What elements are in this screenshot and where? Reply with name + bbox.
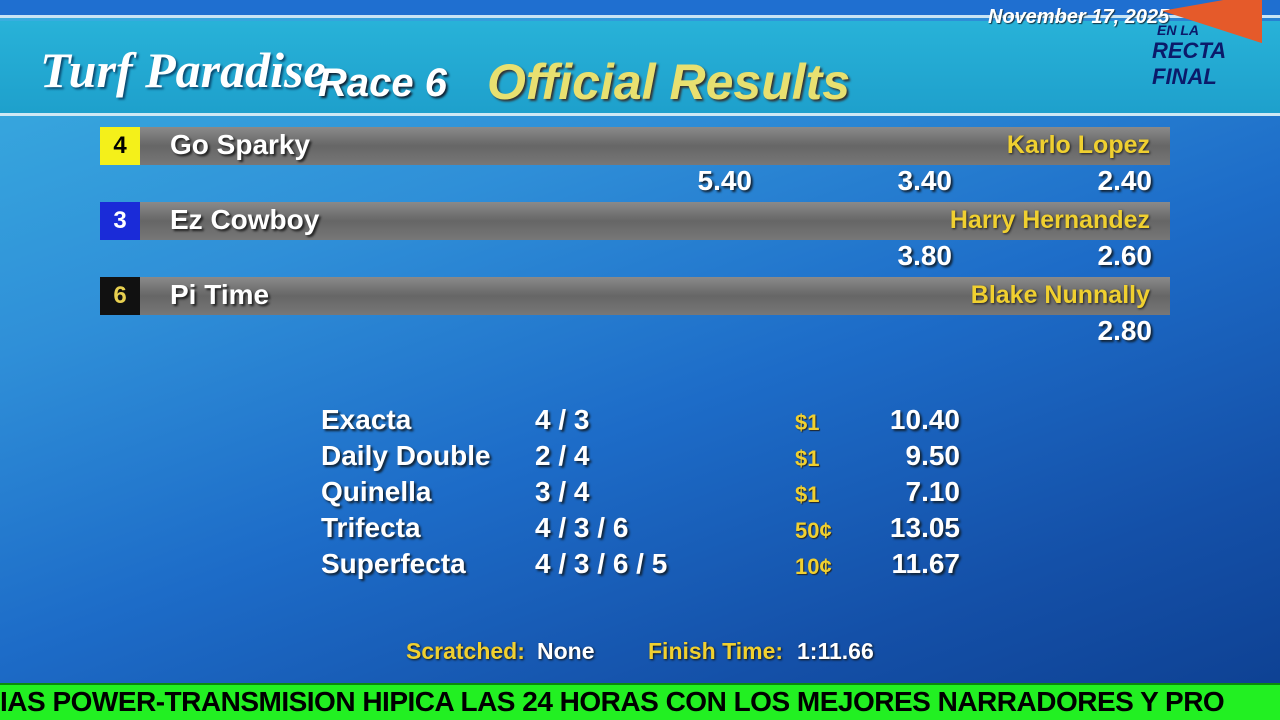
scratched-label: Scratched: (406, 638, 525, 664)
post-position: 6 (100, 277, 140, 315)
track-logo: Turf Paradise (40, 42, 326, 98)
horse-name: Pi Time (170, 279, 270, 310)
wager-base: 10¢ (795, 554, 832, 579)
wager-base: $1 (795, 410, 820, 435)
post-position: 4 (100, 127, 140, 165)
wager-name: Exacta (321, 404, 412, 435)
jockey-name: Harry Hernandez (949, 206, 1150, 234)
jockey-name: Karlo Lopez (1006, 131, 1150, 159)
wager-combo: 4 / 3 / 6 / 5 (535, 548, 668, 579)
horse-name: Ez Cowboy (170, 204, 320, 235)
finisher-row: 4 Go Sparky Karlo Lopez (100, 127, 1170, 165)
jockey-name: Blake Nunnally (970, 281, 1150, 309)
header: Turf Paradise Race 6 Official Results (0, 21, 1280, 116)
race-number: Race 6 (318, 61, 447, 105)
wager-base: 50¢ (795, 518, 832, 543)
news-ticker: IAS POWER-TRANSMISION HIPICA LAS 24 HORA… (0, 683, 1280, 720)
wager-combo: 3 / 4 (535, 476, 590, 507)
wager-payout: 7.10 (905, 476, 961, 507)
horse-name: Go Sparky (170, 129, 311, 160)
wager-name: Superfecta (321, 548, 466, 579)
wager-base: $1 (795, 482, 820, 507)
wager-combo: 2 / 4 (535, 440, 590, 471)
wager-payout: 11.67 (891, 548, 960, 579)
post-position: 3 (100, 202, 140, 240)
brand-text-bottom: RECTA FINAL (1152, 38, 1226, 89)
page-title: Official Results (487, 54, 851, 110)
wager-combo: 4 / 3 / 6 (535, 512, 629, 543)
finish-time-value: 1:11.66 (797, 638, 874, 664)
finish-time-label: Finish Time: (648, 638, 784, 664)
race-date: November 17, 2025 (988, 6, 1170, 28)
wager-payout: 9.50 (905, 440, 961, 471)
win-payout: 5.40 (697, 165, 753, 196)
place-payout: 3.40 (897, 165, 953, 196)
finisher-row: 6 Pi Time Blake Nunnally (100, 277, 1170, 315)
brand-logo: EN LA RECTA FINAL (1152, 0, 1267, 90)
top-bar (0, 0, 1280, 18)
show-payout: 2.60 (1097, 240, 1153, 271)
scratched-value: None (537, 638, 595, 664)
wager-name: Daily Double (321, 440, 491, 471)
wager-name: Trifecta (321, 512, 421, 543)
wager-payout: 10.40 (889, 404, 960, 435)
wager-name: Quinella (321, 476, 432, 507)
finisher-row: 3 Ez Cowboy Harry Hernandez (100, 202, 1170, 240)
wager-combo: 4 / 3 (535, 404, 590, 435)
show-payout: 2.40 (1097, 165, 1153, 196)
show-payout: 2.80 (1097, 315, 1153, 346)
wager-payout: 13.05 (889, 512, 960, 543)
brand-text-top: EN LA (1157, 22, 1199, 38)
place-payout: 3.80 (897, 240, 953, 271)
wager-base: $1 (795, 446, 820, 471)
